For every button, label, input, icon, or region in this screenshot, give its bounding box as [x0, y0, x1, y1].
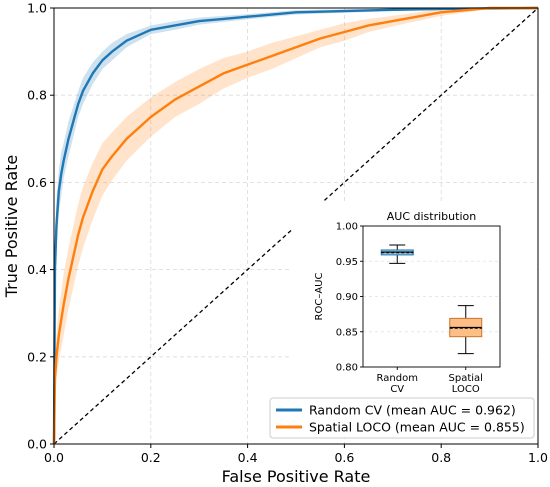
legend-label-random-cv: Random CV (mean AUC = 0.962)	[309, 403, 516, 418]
inset-y-ticks: 0.80 0.85 0.90 0.95 1.00	[336, 222, 363, 374]
x-tick-label: 0.2	[141, 450, 161, 465]
band-random-cv	[54, 8, 538, 444]
inset-y-tick-label: 0.80	[336, 363, 358, 374]
x-tick-label: 0.0	[44, 450, 64, 465]
x-ticks: 0.0 0.2 0.4 0.6 0.8 1.0	[44, 444, 548, 465]
box-random-cv	[380, 244, 414, 264]
inset-background	[292, 202, 534, 400]
legend: Random CV (mean AUC = 0.962) Spatial LOC…	[269, 397, 535, 439]
inset-boxes	[380, 244, 483, 355]
inset-y-tick-label: 0.90	[336, 292, 358, 303]
y-tick-label: 0.2	[27, 349, 47, 364]
y-tick-label: 1.0	[27, 1, 47, 16]
y-tick-label: 0.8	[27, 88, 47, 103]
box-spatial-loco	[449, 305, 483, 355]
confidence-bands	[54, 8, 538, 444]
inset-x-tick-label: Spatial LOCO	[449, 373, 483, 395]
y-tick-label: 0.0	[27, 437, 47, 452]
x-tick-label: 1.0	[528, 450, 548, 465]
x-axis-label: False Positive Rate	[222, 467, 371, 486]
y-ticks: 0.0 0.2 0.4 0.6 0.8 1.0	[27, 1, 54, 452]
inset-y-tick-label: 1.00	[336, 222, 358, 233]
y-tick-label: 0.4	[27, 262, 47, 277]
line-spatial-loco	[52, 6, 538, 445]
inset-title: AUC distribution	[387, 210, 476, 223]
plot-frame	[53, 7, 539, 445]
legend-label-spatial-loco: Spatial LOCO (mean AUC = 0.855)	[309, 420, 525, 435]
y-tick-label: 0.6	[27, 175, 47, 190]
x-tick-label: 0.4	[238, 450, 258, 465]
band-spatial-loco	[54, 8, 538, 444]
inset-y-tick-label: 0.95	[336, 257, 358, 268]
inset-x-ticks: Random CV Spatial LOCO	[377, 367, 483, 395]
line-random-cv	[52, 6, 539, 445]
inset-y-axis-label: ROC–AUC	[314, 273, 325, 321]
y-axis-label: True Positive Rate	[2, 155, 21, 299]
inset-y-tick-label: 0.85	[336, 327, 358, 338]
x-tick-label: 0.6	[334, 450, 354, 465]
inset-x-tick-label: Random CV	[377, 373, 418, 395]
inset-boxplot: 0.80 0.85 0.90 0.95 1.00 Random CV Spatial LOCO…	[292, 202, 534, 400]
legend-box	[269, 397, 535, 439]
x-tick-label: 0.8	[431, 450, 451, 465]
roc-lines	[52, 6, 539, 445]
